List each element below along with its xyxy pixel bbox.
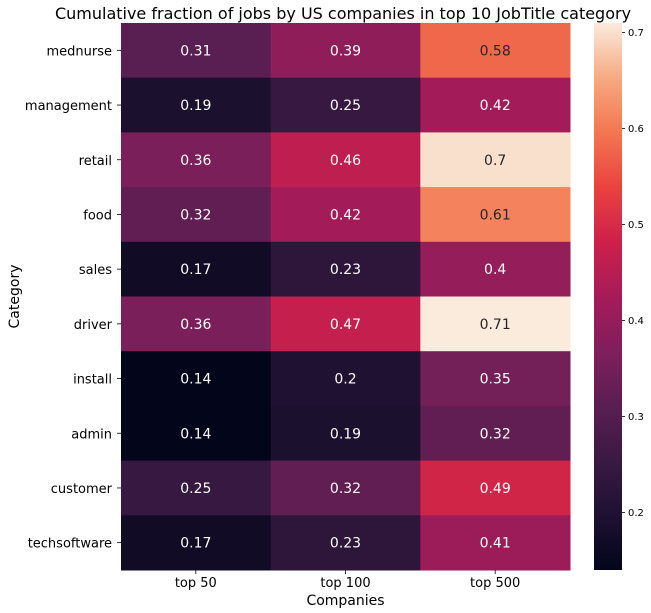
colorbar-tick-label: 0.4 bbox=[628, 316, 644, 327]
heatmap-cell bbox=[270, 351, 421, 407]
cell-value-label: 0.7 bbox=[484, 153, 506, 169]
chart-title: Cumulative fraction of jobs by US compan… bbox=[55, 4, 631, 23]
cell-value-label: 0.4 bbox=[484, 262, 506, 278]
cell-value-label: 0.19 bbox=[180, 98, 211, 114]
heatmap-cell bbox=[121, 296, 272, 352]
cell-value-label: 0.32 bbox=[480, 426, 511, 442]
cell-value-label: 0.42 bbox=[480, 98, 511, 114]
x-tick-labels: top 50 top 100 top 500 bbox=[175, 570, 520, 591]
y-tick-label: install bbox=[73, 373, 112, 388]
x-tick-label: top 50 bbox=[175, 576, 217, 591]
cell-value-label: 0.41 bbox=[480, 536, 511, 552]
x-tick-label: top 100 bbox=[320, 576, 370, 591]
heatmap-cell bbox=[121, 77, 272, 133]
y-tick-label: management bbox=[25, 99, 112, 114]
cell-value-label: 0.17 bbox=[180, 536, 211, 552]
cell-value-label: 0.71 bbox=[480, 317, 511, 333]
heatmap-cell bbox=[420, 241, 571, 297]
heatmap-cell bbox=[121, 241, 272, 297]
y-tick-label: driver bbox=[74, 318, 113, 333]
heatmap-cell bbox=[270, 296, 421, 352]
heatmap-cell bbox=[121, 187, 272, 243]
heatmap-cell bbox=[121, 460, 272, 516]
heatmap-cell bbox=[270, 405, 421, 462]
colorbar-ticks: 0.2 0.3 0.4 0.5 0.6 0.7 bbox=[622, 28, 644, 519]
heatmap-cells: 0.31 0.39 0.58 0.19 0.25 0.42 0.36 0.46 0.7 0.32 0… bbox=[121, 23, 571, 571]
heatmap-cell bbox=[420, 187, 571, 243]
cell-value-label: 0.23 bbox=[330, 536, 361, 552]
cell-value-label: 0.61 bbox=[480, 207, 511, 223]
heatmap-cell bbox=[420, 296, 571, 352]
cell-value-label: 0.25 bbox=[330, 98, 361, 114]
cell-value-label: 0.35 bbox=[480, 372, 511, 388]
cell-value-label: 0.58 bbox=[480, 43, 511, 59]
y-tick-label: food bbox=[83, 208, 112, 223]
heatmap-cell bbox=[270, 132, 421, 188]
cell-value-label: 0.14 bbox=[180, 426, 211, 442]
cell-value-label: 0.31 bbox=[180, 43, 211, 59]
heatmap-cell bbox=[270, 241, 421, 297]
heatmap-cell bbox=[270, 515, 421, 571]
heatmap-cell bbox=[420, 460, 571, 516]
heatmap-cell bbox=[270, 77, 421, 133]
heatmap-cell bbox=[121, 405, 272, 462]
cell-value-label: 0.25 bbox=[180, 481, 211, 497]
heatmap-cell bbox=[270, 23, 421, 79]
colorbar-tick-label: 0.6 bbox=[628, 124, 644, 135]
y-tick-label: retail bbox=[79, 154, 112, 169]
y-tick-label: customer bbox=[51, 482, 113, 497]
heatmap-cell bbox=[121, 351, 272, 407]
cell-value-label: 0.32 bbox=[180, 207, 211, 223]
colorbar bbox=[594, 23, 622, 570]
cell-value-label: 0.42 bbox=[330, 207, 361, 223]
colorbar-tick-label: 0.2 bbox=[628, 508, 644, 519]
cell-value-label: 0.17 bbox=[180, 262, 211, 278]
heatmap-cell bbox=[121, 23, 272, 79]
x-axis-label: Companies bbox=[306, 593, 384, 609]
cell-value-label: 0.47 bbox=[330, 317, 361, 333]
y-tick-labels: mednurse management retail food sales driver i… bbox=[25, 44, 121, 552]
cell-value-label: 0.14 bbox=[180, 372, 211, 388]
cell-value-label: 0.46 bbox=[330, 153, 361, 169]
x-tick-label: top 500 bbox=[470, 576, 520, 591]
heatmap-cell bbox=[270, 187, 421, 243]
y-tick-label: admin bbox=[71, 427, 112, 442]
colorbar-tick-label: 0.5 bbox=[628, 220, 644, 231]
cell-value-label: 0.39 bbox=[330, 43, 361, 59]
heatmap-cell bbox=[121, 132, 272, 188]
heatmap-cell bbox=[420, 405, 571, 462]
cell-value-label: 0.19 bbox=[330, 426, 361, 442]
heatmap-cell bbox=[270, 460, 421, 516]
cell-value-label: 0.36 bbox=[180, 153, 211, 169]
heatmap-cell bbox=[121, 515, 272, 571]
y-tick-label: mednurse bbox=[46, 44, 112, 59]
cell-value-label: 0.23 bbox=[330, 262, 361, 278]
y-tick-label: sales bbox=[79, 263, 112, 278]
heatmap-cell bbox=[420, 515, 571, 571]
heatmap-cell bbox=[420, 23, 571, 79]
cell-value-label: 0.32 bbox=[330, 481, 361, 497]
y-tick-label: techsoftware bbox=[28, 537, 112, 552]
cell-value-label: 0.49 bbox=[480, 481, 511, 497]
cell-value-label: 0.36 bbox=[180, 317, 211, 333]
colorbar-tick-label: 0.3 bbox=[628, 412, 644, 423]
heatmap-cell bbox=[420, 351, 571, 407]
cell-value-label: 0.2 bbox=[334, 372, 356, 388]
heatmap-cell bbox=[420, 77, 571, 133]
y-axis-label: Category bbox=[7, 265, 23, 329]
colorbar-tick-label: 0.7 bbox=[628, 28, 644, 39]
heatmap-cell bbox=[420, 132, 571, 188]
